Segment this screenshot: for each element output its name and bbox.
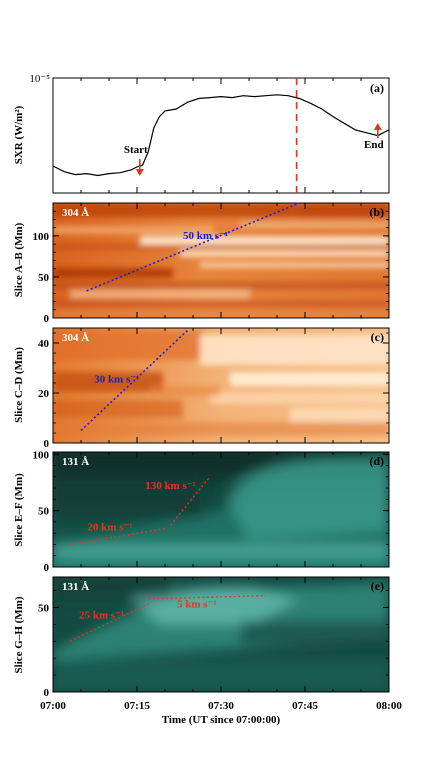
panel-c-fit-line — [80, 329, 188, 432]
panel-e-label: (e) — [371, 579, 384, 593]
x-axis-label: Time (UT since 07:00:00) — [162, 714, 281, 726]
panel-e-channel: 131 Å — [62, 581, 89, 593]
y-tick-label: 0 — [44, 313, 50, 325]
panel-e-fit-line-1 — [69, 603, 149, 642]
y-tick-label: 100 — [33, 231, 50, 243]
panel-e-image — [53, 577, 389, 692]
panel-b-channel: 304 Å — [62, 207, 89, 219]
panel-d-channel: 131 Å — [62, 456, 89, 468]
panel-c-ylabel: Slice C–D (Mm) — [13, 347, 25, 423]
panel-b-label: (b) — [369, 205, 384, 219]
panel-a-frame — [52, 77, 390, 194]
x-tick-label: 08:00 — [376, 700, 402, 712]
panel-e-yticks: 0 50 — [38, 590, 389, 699]
panel-c-label: (c) — [371, 330, 384, 344]
panel-d-yticks: 0 50 100 — [33, 449, 389, 574]
y-tick-label: 100 — [33, 449, 50, 461]
panel-e-fit-label-1: 25 km s⁻¹ — [79, 610, 124, 622]
panel-a-label: (a) — [370, 81, 384, 95]
panel-a-ylabel: SXR (W/m²) — [13, 105, 25, 164]
x-axis-tick-labels: 07:00 07:15 07:30 07:45 08:00 — [40, 700, 402, 712]
y-tick-label: 0 — [44, 687, 50, 699]
x-tick-label: 07:30 — [208, 700, 234, 712]
end-arrowhead-icon — [373, 123, 382, 130]
panel-a-sxr: 10⁻⁵ SXR (W/m²) (a) Start End — [13, 73, 390, 194]
panel-b-xticks — [52, 203, 390, 318]
end-annotation: End — [364, 123, 384, 151]
panel-e-fit-label-2: 5 km s⁻¹ — [177, 598, 217, 610]
panel-e-fit-line-2 — [148, 594, 266, 600]
y-tick-label: 0 — [44, 438, 50, 450]
sxr-curve — [52, 94, 390, 177]
panel-b-heatmap: 50 km s⁻¹ 304 Å (b) Slice A–B (Mm) 0 50 10… — [13, 202, 390, 325]
x-tick-label: 07:00 — [40, 700, 66, 712]
panel-b-yticks: 0 50 100 — [33, 202, 389, 325]
panel-b-image — [53, 203, 389, 318]
panel-e-heatmap: 25 km s⁻¹ 5 km s⁻¹ 131 Å (e) Slice G–H (… — [13, 576, 390, 699]
y-tick-label: 50 — [38, 272, 50, 284]
x-tick-label: 07:15 — [124, 700, 150, 712]
panel-b-ylabel: Slice A–B (Mm) — [13, 222, 25, 297]
start-annotation: Start — [124, 144, 148, 176]
panel-d-ylabel: Slice E–F (Mm) — [13, 473, 25, 547]
panel-d-fit-label-1: 20 km s⁻¹ — [87, 522, 132, 534]
panel-d-fit-line-2 — [170, 476, 211, 526]
panel-d-image — [53, 452, 389, 567]
y-tick-label: 20 — [38, 388, 50, 400]
panel-c-fit-label: 30 km s⁻¹ — [94, 374, 139, 386]
panel-e-ylabel: Slice G–H (Mm) — [13, 596, 25, 673]
y-tick-label: 50 — [38, 602, 50, 614]
panel-d-label: (d) — [369, 454, 384, 468]
panel-c-yticks: 0 20 40 — [38, 332, 389, 450]
y-tick-label: 50 — [38, 506, 50, 518]
end-label: End — [364, 139, 384, 151]
panel-c-xticks — [52, 328, 390, 443]
panel-a-ytick-label: 10⁻⁵ — [29, 73, 50, 85]
y-tick-label: 40 — [38, 338, 50, 350]
panel-c-image — [53, 328, 389, 443]
x-tick-label: 07:45 — [292, 700, 318, 712]
panel-d-heatmap: 20 km s⁻¹ 130 km s⁻¹ 131 Å (d) Slice E–F… — [13, 449, 390, 574]
panel-b-fit-label: 50 km s⁻¹ — [183, 230, 228, 242]
panel-d-fit-label-2: 130 km s⁻¹ — [145, 480, 196, 492]
panel-e-xticks — [52, 577, 390, 692]
start-label: Start — [124, 144, 148, 156]
start-arrowhead-icon — [135, 169, 144, 176]
y-tick-label: 0 — [44, 562, 50, 574]
panel-c-channel: 304 Å — [62, 332, 89, 344]
panel-d-xticks — [52, 452, 390, 567]
panel-a-xticks — [52, 78, 390, 193]
panel-c-heatmap: 30 km s⁻¹ 304 Å (c) Slice C–D (Mm) 0 20 40 — [13, 327, 390, 450]
